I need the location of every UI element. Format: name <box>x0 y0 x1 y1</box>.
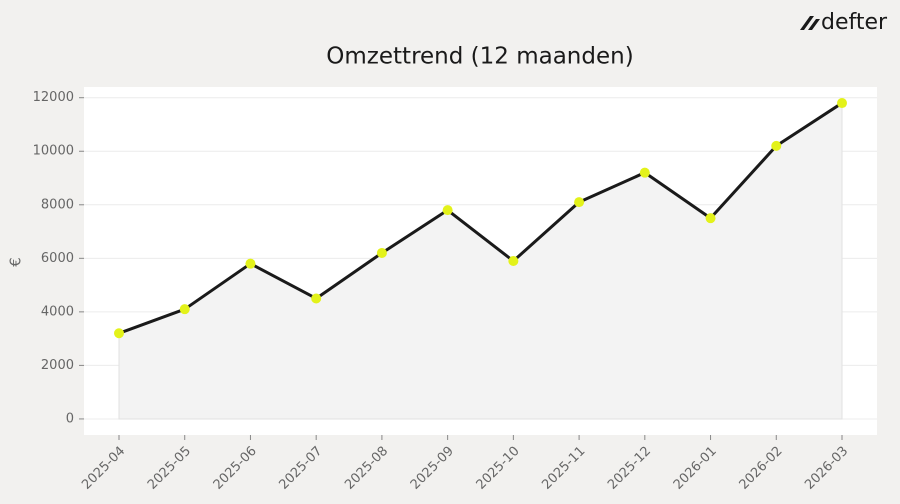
marker <box>574 197 585 208</box>
y-axis-label: € <box>7 257 25 267</box>
y-tick-label: 12000 <box>33 90 74 105</box>
y-tick-label: 0 <box>66 411 74 426</box>
marker <box>837 98 847 109</box>
y-tick-label: 6000 <box>41 251 74 266</box>
chart-title: Omzettrend (12 maanden) <box>326 44 633 70</box>
logo: defter <box>800 10 888 35</box>
marker <box>771 140 782 151</box>
marker <box>442 205 453 216</box>
marker <box>376 247 387 258</box>
y-tick-label: 8000 <box>41 197 74 212</box>
y-tick-label: 2000 <box>41 358 74 373</box>
marker <box>705 213 716 224</box>
logo-icon <box>800 16 820 30</box>
marker <box>114 328 124 339</box>
marker <box>311 293 322 304</box>
logo-text: defter <box>821 10 888 35</box>
y-tick-label: 4000 <box>41 304 74 319</box>
line <box>118 101 843 335</box>
marker <box>179 304 190 315</box>
marker <box>508 256 519 266</box>
marker <box>639 167 650 178</box>
marker <box>245 258 256 269</box>
y-tick-label: 10000 <box>33 144 74 159</box>
